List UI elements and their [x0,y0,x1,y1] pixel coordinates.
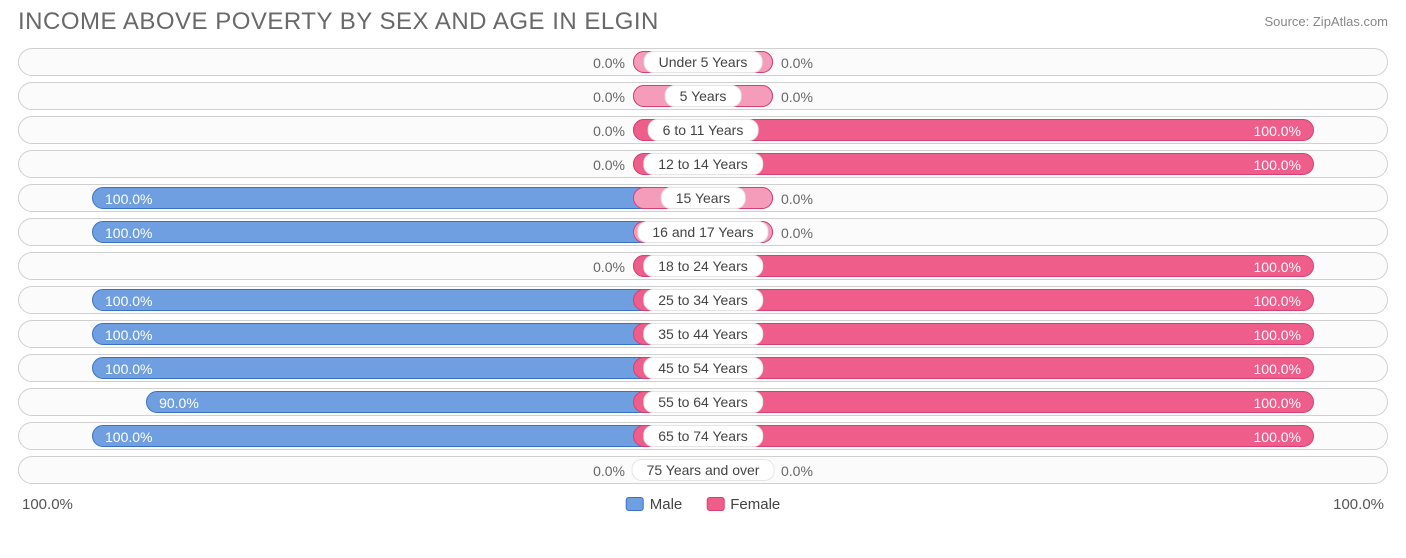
legend: Male Female [626,496,781,513]
chart-row: 0.0% 100.0% 12 to 14 Years [18,150,1388,178]
male-value-label: 0.0% [593,49,625,76]
category-label: 65 to 74 Years [643,425,763,447]
category-label: 6 to 11 Years [648,119,759,141]
chart-title: INCOME ABOVE POVERTY BY SEX AND AGE IN E… [18,8,659,36]
chart-row: 100.0% 100.0% 45 to 54 Years [18,354,1388,382]
male-value-label: 100.0% [105,321,152,348]
male-swatch-icon [626,497,644,511]
female-value-label: 100.0% [1254,355,1301,382]
category-label: 35 to 44 Years [643,323,763,345]
female-value-label: 100.0% [1254,151,1301,178]
male-value-label: 100.0% [105,355,152,382]
female-value-label: 0.0% [781,219,813,246]
male-value-label: 0.0% [593,83,625,110]
male-value-label: 100.0% [105,185,152,212]
chart-row: 0.0% 100.0% 18 to 24 Years [18,252,1388,280]
category-label: 25 to 34 Years [643,289,763,311]
chart-row: 0.0% 100.0% 6 to 11 Years [18,116,1388,144]
female-value-label: 100.0% [1254,117,1301,144]
chart-row: 100.0% 100.0% 65 to 74 Years [18,422,1388,450]
category-label: 16 and 17 Years [637,221,768,243]
chart-row: 0.0% 0.0% 75 Years and over [18,456,1388,484]
female-value-label: 100.0% [1254,287,1301,314]
chart-row: 100.0% 100.0% 35 to 44 Years [18,320,1388,348]
chart-row: 100.0% 100.0% 25 to 34 Years [18,286,1388,314]
male-value-label: 0.0% [593,117,625,144]
category-label: 45 to 54 Years [643,357,763,379]
female-value-label: 100.0% [1254,389,1301,416]
chart-row: 100.0% 0.0% 16 and 17 Years [18,218,1388,246]
male-value-label: 0.0% [593,151,625,178]
category-label: Under 5 Years [644,51,763,73]
female-value-label: 0.0% [781,457,813,484]
male-value-label: 0.0% [593,457,625,484]
chart-row: 100.0% 0.0% 15 Years [18,184,1388,212]
category-label: 15 Years [661,187,746,209]
category-label: 5 Years [665,85,742,107]
legend-male: Male [626,496,683,513]
female-value-label: 100.0% [1254,423,1301,450]
source-attribution: Source: ZipAtlas.com [1264,8,1388,29]
legend-female: Female [706,496,780,513]
female-value-label: 0.0% [781,49,813,76]
male-value-label: 90.0% [159,389,199,416]
category-label: 55 to 64 Years [643,391,763,413]
female-value-label: 0.0% [781,83,813,110]
category-label: 12 to 14 Years [643,153,763,175]
female-value-label: 100.0% [1254,253,1301,280]
male-value-label: 100.0% [105,423,152,450]
category-label: 18 to 24 Years [643,255,763,277]
axis-left-label: 100.0% [22,496,73,513]
category-label: 75 Years and over [632,459,775,481]
diverging-bar-chart: 0.0%0.0%Under 5 Years0.0%0.0%5 Years0.0%… [0,38,1406,484]
chart-row: 0.0% 0.0% 5 Years [18,82,1388,110]
male-value-label: 0.0% [593,253,625,280]
chart-row: 90.0% 100.0% 55 to 64 Years [18,388,1388,416]
axis-right-label: 100.0% [1333,496,1384,513]
x-axis: 100.0% Male Female 100.0% [0,490,1406,513]
female-value-label: 100.0% [1254,321,1301,348]
male-value-label: 100.0% [105,287,152,314]
female-value-label: 0.0% [781,185,813,212]
female-swatch-icon [706,497,724,511]
male-value-label: 100.0% [105,219,152,246]
chart-row: 0.0% 0.0% Under 5 Years [18,48,1388,76]
